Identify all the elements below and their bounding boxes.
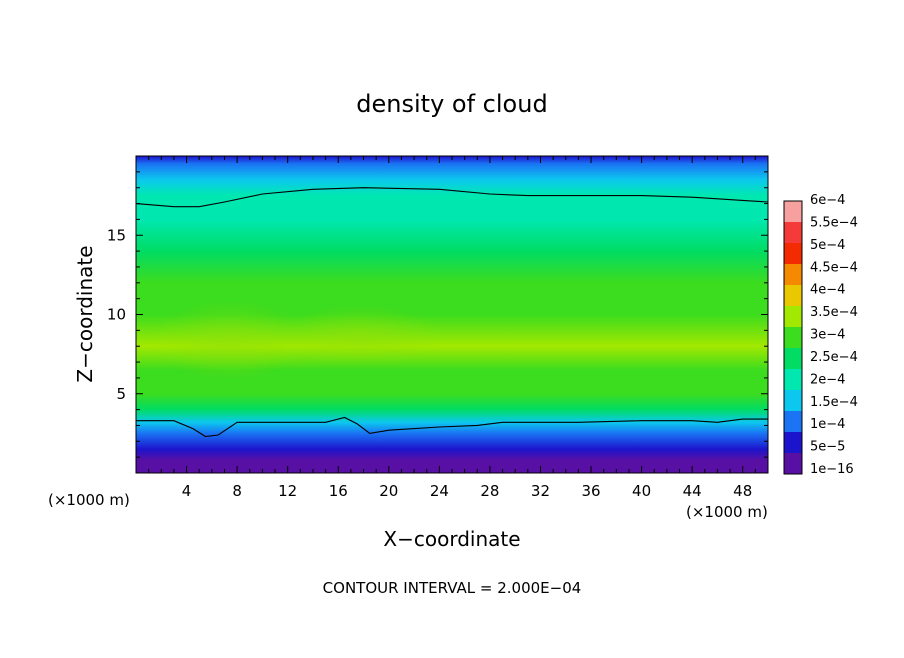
- y-axis-ticks: 5 10 15: [107, 171, 768, 458]
- colorbar-label: 6e−4: [810, 193, 845, 208]
- contour-line-upper: [136, 187, 768, 208]
- plot-field: [136, 156, 768, 473]
- contour-line-lower: [136, 416, 768, 438]
- colorbar-swatch: [784, 285, 802, 307]
- colorbar-swatch: [784, 264, 802, 286]
- colorbar-label: 4.5e−4: [810, 260, 858, 275]
- x-tick-label: 28: [480, 482, 499, 500]
- colorbar-swatch: [784, 432, 802, 454]
- x-axis-label: X−coordinate: [383, 527, 520, 551]
- colorbar: 6e−4 5.5e−4 5e−4 4.5e−4 4e−4 3.5e−4 3e−4 2.5e−4…: [783, 193, 858, 477]
- colorbar-label: 5e−5: [810, 440, 845, 455]
- colorbar-swatch: [784, 453, 802, 475]
- colorbar-swatch: [784, 369, 802, 391]
- contour-lines: [136, 187, 768, 438]
- x-axis-ticks: 4 8 12 16 20 24 28 32 36 40 44 48: [148, 156, 756, 500]
- y-tick-label: 15: [107, 226, 126, 244]
- colorbar-label: 1e−4: [810, 417, 845, 432]
- y-tick-label: 10: [107, 306, 126, 324]
- x-tick-label: 36: [581, 482, 600, 500]
- x-tick-label: 48: [733, 482, 752, 500]
- colorbar-swatch: [784, 201, 802, 223]
- colorbar-label: 3.5e−4: [810, 305, 858, 320]
- colorbar-swatch: [784, 306, 802, 328]
- colorbar-label: 4e−4: [810, 283, 845, 298]
- colorbar-label: 5.5e−4: [810, 215, 858, 230]
- x-tick-label: 4: [182, 482, 192, 500]
- colorbar-frame: [783, 200, 803, 475]
- colorbar-label: 2e−4: [810, 372, 845, 387]
- x-tick-label: 16: [329, 482, 348, 500]
- density-core-2: [280, 305, 440, 365]
- colorbar-label: 1e−16: [810, 462, 854, 477]
- x-tick-label: 32: [531, 482, 550, 500]
- x-tick-label: 44: [683, 482, 702, 500]
- colorbar-swatch: [784, 327, 802, 349]
- x-tick-label: 40: [632, 482, 651, 500]
- colorbar-swatch: [784, 390, 802, 412]
- x-tick-label: 8: [232, 482, 242, 500]
- colorbar-swatch: [784, 243, 802, 265]
- chart-title: density of cloud: [356, 90, 547, 118]
- y-unit-label: (×1000 m): [48, 491, 130, 509]
- colorbar-label: 3e−4: [810, 328, 845, 343]
- colorbar-swatch: [784, 222, 802, 244]
- x-unit-label: (×1000 m): [686, 503, 768, 521]
- colorbar-swatch: [784, 411, 802, 433]
- colorbar-swatch: [784, 348, 802, 370]
- y-axis-label: Z−coordinate: [73, 245, 97, 382]
- colorbar-label: 1.5e−4: [810, 395, 858, 410]
- colorbar-label: 5e−4: [810, 238, 845, 253]
- colorbar-label: 2.5e−4: [810, 350, 858, 365]
- density-core: [155, 300, 305, 380]
- x-tick-label: 24: [430, 482, 449, 500]
- x-tick-label: 20: [379, 482, 398, 500]
- x-tick-label: 12: [278, 482, 297, 500]
- contour-interval-note: CONTOUR INTERVAL = 2.000E−04: [323, 579, 582, 597]
- y-tick-label: 5: [116, 385, 126, 403]
